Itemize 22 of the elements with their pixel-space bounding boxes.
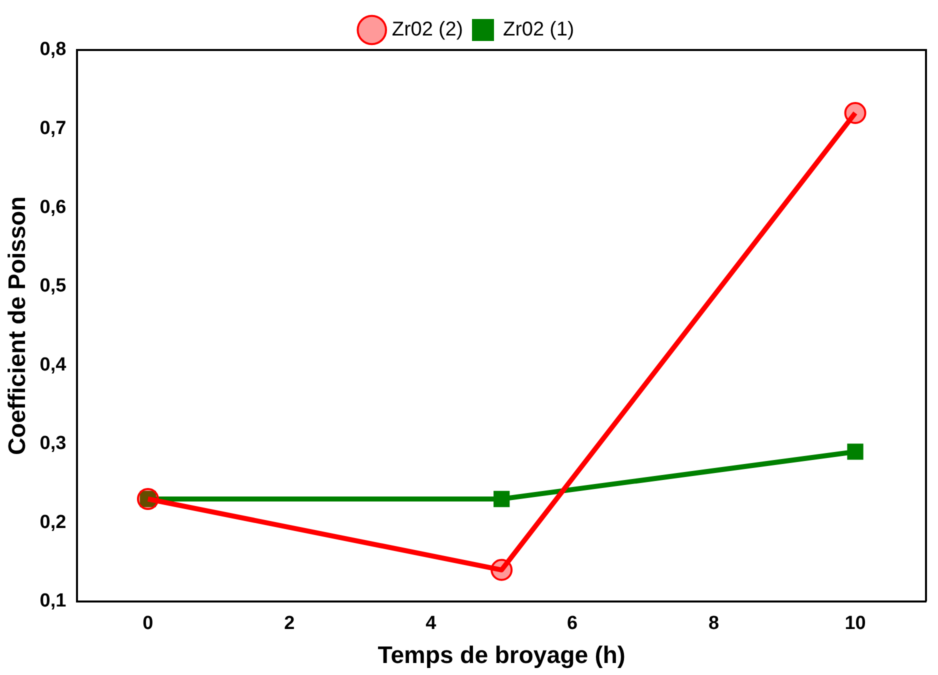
x-tick-label: 4	[426, 613, 437, 634]
y-tick-label: 0,1	[40, 590, 67, 612]
point	[494, 490, 510, 508]
y-tick-label: 0,8	[40, 39, 66, 60]
x-tick-label: 6	[567, 613, 578, 634]
x-tick-label: 2	[284, 613, 295, 634]
y-tick-label: 0,6	[40, 196, 66, 218]
y-tick-label: 0,5	[40, 276, 67, 297]
legend-label: Zr02 (2)	[392, 18, 463, 41]
y-tick-label: 0,2	[40, 512, 66, 533]
y-tick-label: 0,7	[40, 118, 66, 140]
x-axis-title: Temps de broyage (h)	[378, 642, 626, 670]
legend-label: Zr02 (1)	[503, 18, 574, 41]
x-tick-label: 8	[708, 613, 720, 634]
point	[847, 444, 864, 460]
y-tick-label: 0,3	[40, 433, 66, 454]
y-tick-label: 0,4	[40, 354, 67, 376]
point	[490, 558, 513, 581]
x-tick-label: 10	[844, 613, 866, 634]
x-tick-label: 0	[142, 613, 154, 634]
y-axis-title: Coefficient de Poisson	[4, 196, 32, 456]
point	[844, 102, 866, 124]
